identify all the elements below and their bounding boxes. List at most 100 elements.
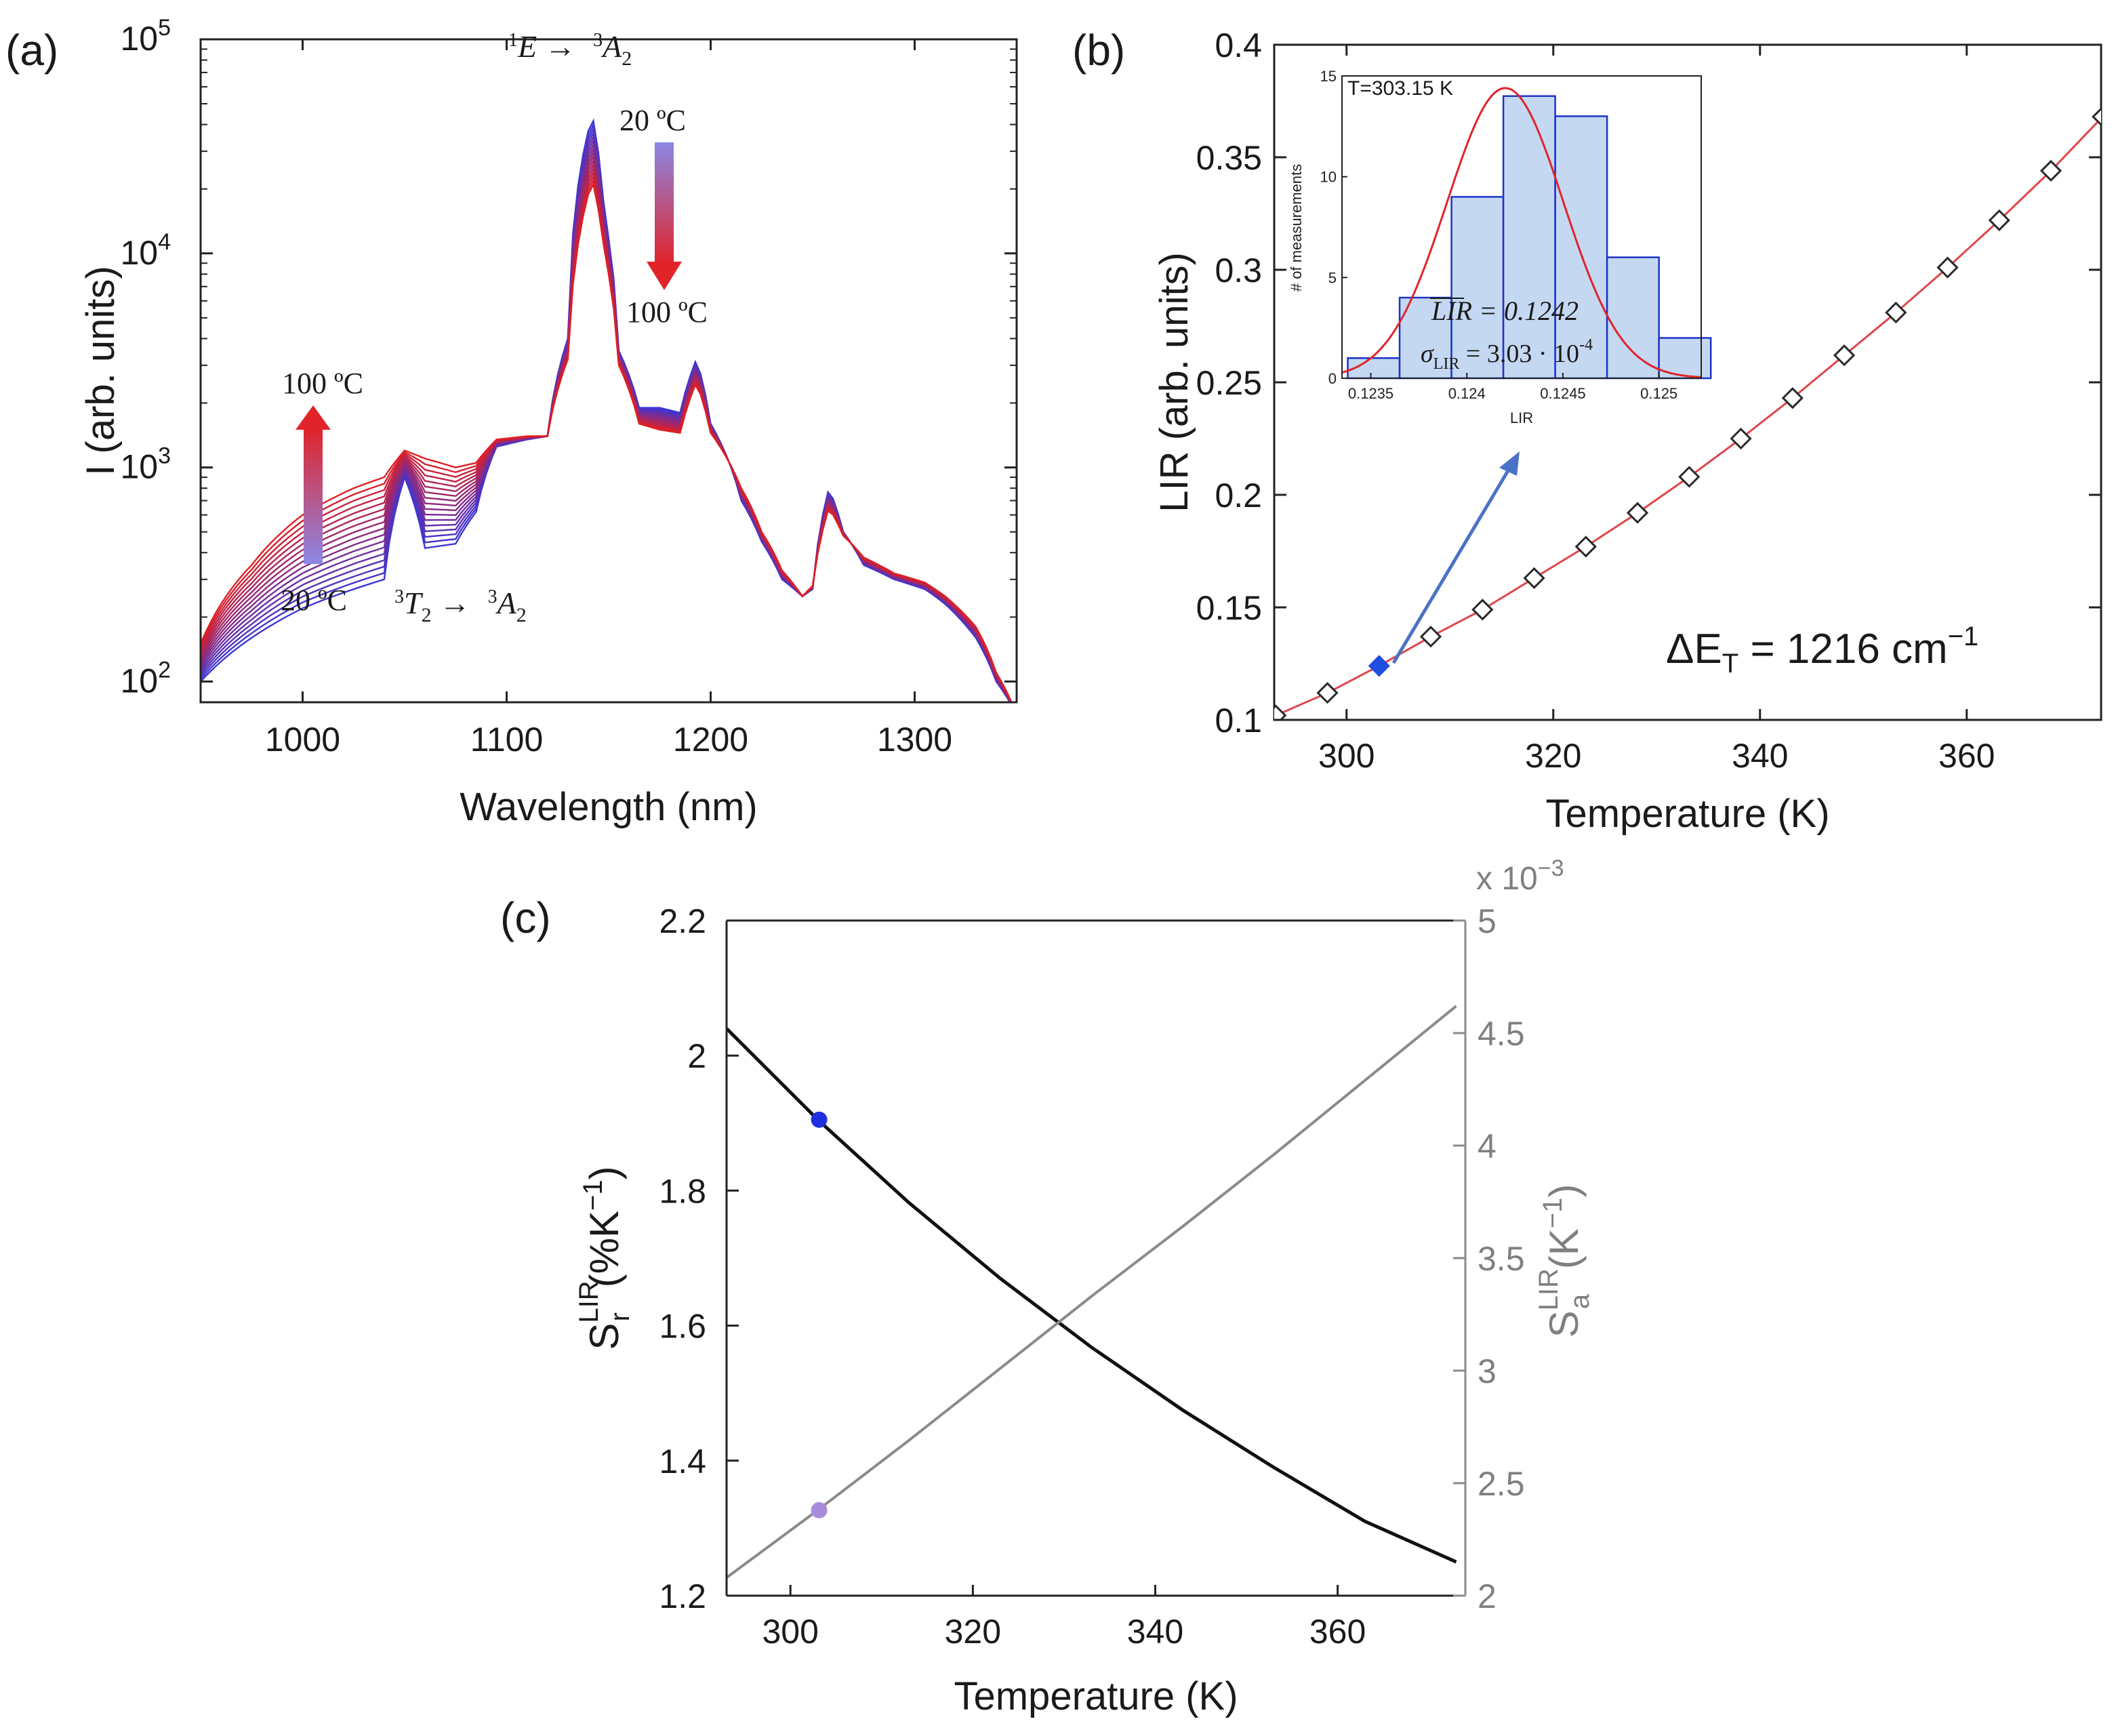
panel-b-x-ticks: 300 320 340 360 xyxy=(1318,45,1995,775)
inset-y-tick-label: 10 xyxy=(1320,169,1337,186)
inset-title: T=303.15 K xyxy=(1347,77,1453,100)
inset-y-tick-label: 5 xyxy=(1328,269,1337,286)
inset-x-tick-label: 0.1245 xyxy=(1540,385,1585,402)
panel-b-activation-energy-label: ΔET = 1216 cm−1 xyxy=(1666,622,1978,679)
inset-pointer-arrow xyxy=(1391,451,1520,664)
x-tick-label: 320 xyxy=(1525,737,1581,775)
y-tick-label: 104 xyxy=(120,229,171,272)
left-y-tick-label: 1.8 xyxy=(659,1172,706,1210)
panel-c-x-axis-label: Temperature (K) xyxy=(954,1674,1238,1718)
inset-x-ticks: 0.1235 0.124 0.1245 0.125 xyxy=(1348,373,1677,402)
panel-a-label: (a) xyxy=(5,26,58,75)
series-line-sa xyxy=(727,1005,1457,1579)
lir-data-point xyxy=(1833,344,1856,367)
left-y-tick-label: 2.2 xyxy=(659,902,706,940)
lir-data-point xyxy=(1419,626,1442,648)
y-tick-label: 0.2 xyxy=(1215,477,1262,514)
right-y-tick-label: 3.5 xyxy=(1478,1240,1525,1278)
y-tick-label: 0.4 xyxy=(1215,26,1262,64)
panel-a-heating-arrow xyxy=(296,405,331,564)
inset-y-tick-label: 0 xyxy=(1328,370,1337,387)
lir-data-point xyxy=(1523,567,1545,589)
panel-b-inset-histogram: 0.1235 0.124 0.1245 0.125 0 5 10 15 LIR # of m… xyxy=(1288,68,1712,426)
spectrum-line-17 xyxy=(201,182,1013,702)
panel-c-sensitivity-chart: (c) 300 320 340 360 1.2 1.4 1.6 1.8 2 2.2 2 2.5 3 3… xyxy=(500,855,1595,1718)
lir-data-point xyxy=(1730,427,1752,450)
lir-data-point xyxy=(1936,256,1959,279)
y-tick-label: 0.1 xyxy=(1215,702,1262,740)
inset-y-tick-label: 15 xyxy=(1320,68,1337,85)
highlight-marker-left xyxy=(811,1111,828,1128)
panel-b-y-ticks: 0.1 0.15 0.2 0.25 0.3 0.35 0.4 xyxy=(1196,26,2101,740)
panel-a-plot-frame xyxy=(199,38,1018,704)
panel-a-peak-transition-label: 1E → 3A2 xyxy=(508,29,632,70)
right-y-tick-label: 5 xyxy=(1478,902,1497,940)
inset-y-axis-label: # of measurements xyxy=(1288,164,1305,291)
x-tick-label: 340 xyxy=(1127,1613,1183,1651)
panel-c-left-y-ticks: 1.2 1.4 1.6 1.8 2 2.2 xyxy=(659,902,739,1615)
x-tick-label: 1200 xyxy=(673,721,748,759)
inset-histogram-bar xyxy=(1606,256,1660,380)
left-y-tick-label: 1.2 xyxy=(659,1577,706,1615)
lir-data-point xyxy=(2039,159,2062,182)
x-tick-label: 300 xyxy=(762,1613,818,1651)
spectrum-line-1 xyxy=(201,118,1011,702)
x-tick-label: 1000 xyxy=(265,721,340,759)
panel-a-left-arrow-bottom-label: 20 ºC xyxy=(281,584,347,617)
x-tick-label: 340 xyxy=(1732,737,1788,775)
inset-x-axis-label: LIR xyxy=(1510,409,1533,426)
panel-a-spectra-chart: (a) 1000 1100 1200 1300 102 103 104 105 Wavele… xyxy=(5,15,1018,829)
panel-a-series-group xyxy=(201,118,1013,702)
inset-y-ticks: 0 5 10 15 xyxy=(1320,68,1347,387)
svg-text:SLIRa (K−1): SLIRa (K−1) xyxy=(1534,1184,1595,1338)
panel-a-cooling-to-heating-arrow xyxy=(647,142,682,290)
panel-b-plot-area xyxy=(1274,107,2101,720)
x-tick-label: 1100 xyxy=(470,721,544,759)
inset-x-tick-label: 0.125 xyxy=(1640,385,1677,402)
panel-c-right-y-ticks: 2 2.5 3 3.5 4 4.5 5 xyxy=(1453,902,1525,1615)
panel-b-label: (b) xyxy=(1072,26,1125,75)
lir-data-point xyxy=(1626,502,1649,524)
left-y-tick-label: 1.4 xyxy=(659,1442,706,1480)
right-y-tick-label: 4.5 xyxy=(1478,1015,1525,1053)
x-tick-label: 360 xyxy=(1309,1613,1366,1651)
lir-data-point xyxy=(1274,704,1287,720)
x-tick-label: 1300 xyxy=(877,721,952,759)
y-tick-label: 0.25 xyxy=(1196,364,1262,402)
panel-c-left-y-axis-label: SLIRr (%K−1) xyxy=(574,1166,635,1350)
y-tick-label: 102 xyxy=(120,657,171,700)
inset-frame xyxy=(1341,75,1702,379)
panel-a-left-arrow-top-label: 100 ºC xyxy=(282,367,363,400)
lir-data-point xyxy=(1781,387,1804,409)
inset-x-tick-label: 0.124 xyxy=(1448,385,1486,402)
inset-sigma-label: σLIR = 3.03 · 10-4 xyxy=(1421,336,1593,373)
y-tick-label: 103 xyxy=(120,443,171,486)
lir-data-point xyxy=(1316,682,1339,704)
inset-x-tick-label: 0.1235 xyxy=(1348,385,1393,402)
left-y-tick-label: 1.6 xyxy=(659,1308,706,1346)
lir-data-point xyxy=(1574,536,1597,558)
panel-a-right-arrow-top-label: 20 ºC xyxy=(619,104,686,137)
panel-c-label: (c) xyxy=(500,893,551,942)
right-y-tick-label: 4 xyxy=(1478,1127,1497,1165)
panel-b-lir-chart: (b) 300 320 340 360 0.10.150.20.250.30.350.… xyxy=(1072,26,2102,836)
right-y-tick-label: 2.5 xyxy=(1478,1465,1525,1503)
panel-c-right-y-axis-label: SLIRa (K−1) xyxy=(1534,1184,1595,1338)
right-y-tick-label: 3 xyxy=(1478,1352,1497,1390)
lir-data-point xyxy=(1988,209,2010,232)
panel-b-x-axis-label: Temperature (K) xyxy=(1545,792,1829,836)
x-tick-label: 360 xyxy=(1938,737,1995,775)
panel-a-x-axis-label: Wavelength (nm) xyxy=(460,785,757,829)
lir-data-point-highlighted xyxy=(1368,655,1390,677)
right-y-tick-label: 2 xyxy=(1478,1577,1497,1615)
lir-data-point xyxy=(1678,466,1701,488)
y-tick-label: 0.3 xyxy=(1215,251,1262,289)
x-tick-label: 320 xyxy=(945,1613,1001,1651)
lir-data-point xyxy=(1885,301,1907,324)
inset-histogram-bar xyxy=(1554,115,1608,380)
panel-b-y-axis-label: LIR (arb. units) xyxy=(1152,252,1196,512)
panel-a-y-ticks: 102 103 104 105 xyxy=(120,15,1017,700)
lir-data-point xyxy=(2092,107,2101,127)
lir-data-point xyxy=(1471,599,1494,621)
